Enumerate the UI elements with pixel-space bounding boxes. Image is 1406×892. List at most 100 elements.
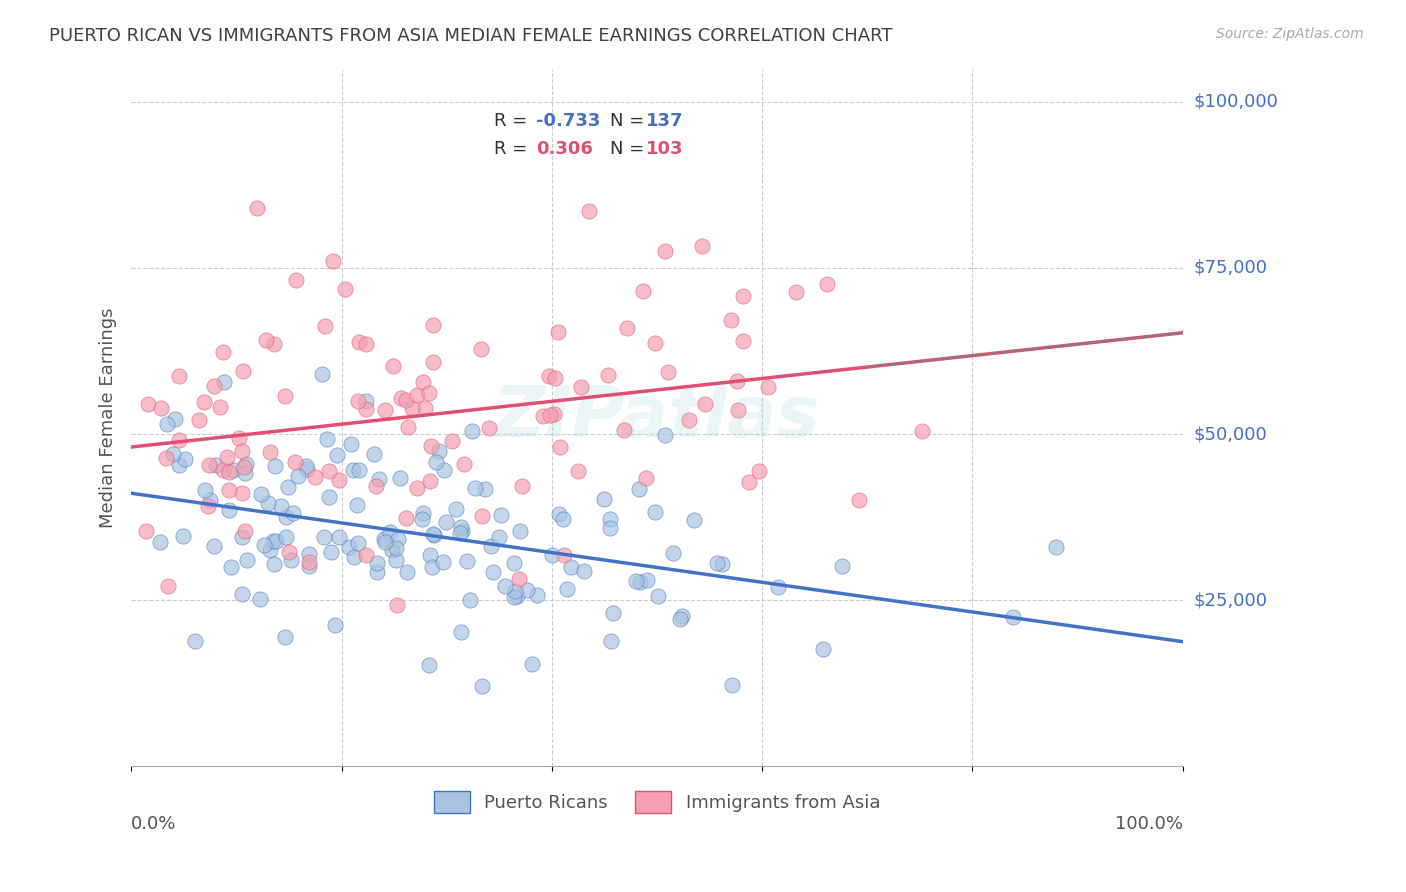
Point <box>373 533 395 547</box>
Point <box>212 345 235 359</box>
Point <box>162 447 184 461</box>
Point <box>578 204 600 219</box>
Point <box>304 469 326 483</box>
Point <box>522 657 544 671</box>
Point <box>184 633 207 648</box>
Point <box>418 657 440 672</box>
Point <box>616 321 638 335</box>
Text: N =: N = <box>610 112 650 130</box>
Point <box>412 506 434 520</box>
Text: -0.733: -0.733 <box>536 112 600 130</box>
Point <box>314 319 336 334</box>
Point <box>634 471 657 485</box>
Point <box>173 452 195 467</box>
Text: 103: 103 <box>647 140 683 158</box>
Point <box>831 559 853 574</box>
Point <box>208 400 231 414</box>
Point <box>756 380 779 394</box>
Point <box>720 678 742 692</box>
Point <box>418 385 440 400</box>
Point <box>202 379 225 393</box>
Point <box>385 599 408 613</box>
Point <box>406 387 429 401</box>
Point <box>281 506 304 520</box>
Point <box>169 458 191 472</box>
Point <box>690 239 713 253</box>
Point <box>450 625 472 640</box>
Point <box>425 454 447 468</box>
Point <box>277 544 299 558</box>
Point <box>706 556 728 570</box>
Point <box>218 466 240 480</box>
Point <box>602 607 624 621</box>
Point <box>356 549 378 563</box>
Point <box>364 479 387 493</box>
Point <box>363 447 385 461</box>
Point <box>318 464 340 478</box>
Point <box>543 407 565 421</box>
Point <box>249 592 271 607</box>
Point <box>193 394 215 409</box>
Point <box>155 451 177 466</box>
Point <box>197 458 219 472</box>
Point <box>354 394 377 409</box>
Text: N =: N = <box>610 140 650 158</box>
Point <box>488 530 510 544</box>
Point <box>231 530 253 544</box>
Point <box>259 542 281 557</box>
Point <box>222 463 245 477</box>
Point <box>337 540 360 554</box>
Point <box>599 633 621 648</box>
Point <box>647 589 669 603</box>
Point <box>253 538 276 552</box>
Text: $25,000: $25,000 <box>1194 591 1268 609</box>
Point <box>471 508 494 523</box>
Point <box>412 375 434 389</box>
Text: 0.0%: 0.0% <box>131 815 177 833</box>
Point <box>423 528 446 542</box>
Point <box>444 501 467 516</box>
Point <box>411 512 433 526</box>
Point <box>396 420 419 434</box>
Point <box>815 277 838 292</box>
Point <box>1002 610 1025 624</box>
Point <box>540 548 562 562</box>
Point <box>505 583 527 598</box>
Point <box>333 282 356 296</box>
Text: 137: 137 <box>647 112 683 130</box>
Point <box>668 612 690 626</box>
Point <box>374 535 396 549</box>
Point <box>325 618 347 632</box>
Point <box>509 524 531 538</box>
Point <box>326 449 349 463</box>
Point <box>516 582 538 597</box>
Point <box>194 483 217 497</box>
Point <box>731 334 754 349</box>
Point <box>548 508 571 522</box>
Point <box>321 544 343 558</box>
Point <box>212 463 235 477</box>
Point <box>451 524 474 539</box>
Point <box>548 440 571 454</box>
Point <box>382 359 405 373</box>
Point <box>218 503 240 517</box>
Point <box>422 318 444 332</box>
Point <box>654 428 676 442</box>
Point <box>212 375 235 389</box>
Point <box>149 535 172 549</box>
Point <box>270 499 292 513</box>
Point <box>273 630 295 644</box>
Point <box>246 202 269 216</box>
Text: $50,000: $50,000 <box>1194 425 1267 443</box>
Point <box>531 409 554 424</box>
Point <box>671 608 693 623</box>
Point <box>544 371 567 385</box>
Point <box>366 565 388 579</box>
Point <box>235 457 257 471</box>
Point <box>263 459 285 474</box>
Point <box>456 554 478 568</box>
Point <box>263 557 285 571</box>
Point <box>188 413 211 427</box>
Point <box>420 439 443 453</box>
Point <box>503 591 526 605</box>
